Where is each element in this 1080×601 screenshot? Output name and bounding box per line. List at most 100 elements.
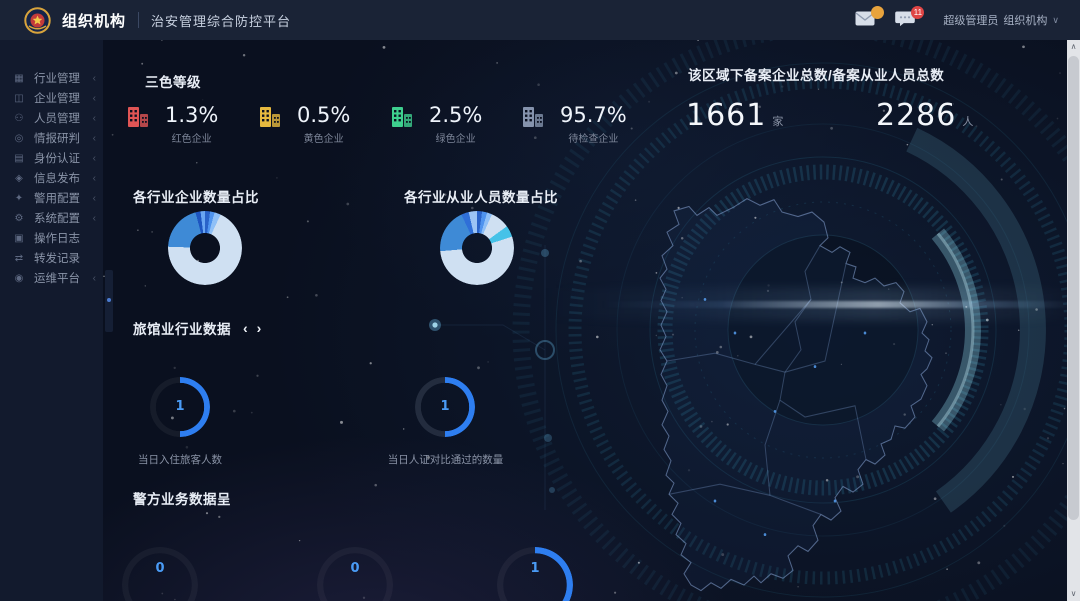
sidebar-item-label: 企业管理 (34, 93, 80, 105)
org-name: 组织机构 (62, 12, 127, 30)
sidebar-item-police-config[interactable]: ✦ 警用配置 ‹ (0, 188, 103, 208)
platform-title: 治安管理综合防控平台 (151, 13, 292, 29)
stat-label: 黄色企业 (303, 134, 344, 145)
section-title-hotel: 旅馆业行业数据 (133, 322, 231, 337)
gauge-value: 1 (175, 399, 185, 415)
chevron-down-icon: ∨ (1052, 14, 1059, 25)
lens-flare-line (600, 301, 1080, 308)
next-arrow-button[interactable]: › (256, 320, 262, 336)
sidebar-item-intel[interactable]: ◎ 情报研判 ‹ (0, 128, 103, 148)
donut-title-enterprises: 各行业企业数量占比 (133, 190, 259, 205)
building-icon (257, 106, 283, 145)
sidebar-item-label: 情报研判 (34, 133, 80, 145)
top-header: 组织机构 治安管理综合防控平台 11 超级管理员 组织机构 (0, 0, 1080, 40)
log-icon: ▣ (14, 232, 24, 244)
forward-icon: ⇄ (14, 252, 24, 264)
sidebar-item-label: 信息发布 (34, 173, 80, 185)
message-badge: 11 (911, 6, 925, 19)
chevron-icon: ‹ (92, 132, 96, 144)
stat-label: 红色企业 (171, 134, 212, 145)
sidebar-item-industry[interactable]: ▦ 行业管理 ‹ (0, 68, 103, 88)
section-title-police: 警方业务数据呈 (133, 492, 231, 507)
chevron-icon: ‹ (92, 192, 96, 204)
police-gauge-2: 0 (317, 547, 393, 601)
total-persons-value: 2286 (876, 98, 957, 133)
user-role: 超级管理员 (943, 15, 999, 27)
police-gauge-3: 1 (497, 547, 573, 601)
sidebar-item-op-log[interactable]: ▣ 操作日志 (0, 228, 103, 248)
sidebar-item-label: 人员管理 (34, 113, 80, 125)
gear-icon: ⚙ (14, 212, 24, 224)
sidebar-item-forward-record[interactable]: ⇄ 转发记录 (0, 248, 103, 268)
chevron-icon: ‹ (92, 112, 96, 124)
stat-label: 待检查企业 (568, 134, 619, 145)
sidebar-item-ops-platform[interactable]: ◉ 运维平台 ‹ (0, 268, 103, 288)
stat-value: 95.7% (560, 103, 627, 127)
donut-chart-employees (440, 211, 514, 285)
user-menu[interactable]: 超级管理员 组织机构 ∨ (943, 12, 1064, 28)
stat-green-enterprise: 2.5% 绿色企业 (389, 103, 482, 145)
message-icon[interactable]: 11 (895, 6, 925, 29)
building-icon (389, 106, 415, 145)
section-title-tricolor: 三色等级 (145, 75, 201, 90)
police-badge-logo (24, 6, 51, 34)
prev-arrow-button[interactable]: ‹ (243, 320, 248, 336)
stat-value: 2.5% (429, 103, 483, 127)
chevron-icon: ‹ (92, 172, 96, 184)
stat-pending-inspection: 95.7% 待检查企业 (520, 103, 627, 145)
building-icon (125, 106, 151, 145)
sidebar-item-label: 系统配置 (34, 213, 80, 225)
publish-icon: ◈ (15, 172, 23, 184)
stat-label: 绿色企业 (435, 134, 476, 145)
chevron-icon: ‹ (92, 212, 96, 224)
sidebar-item-label: 身份认证 (34, 153, 80, 165)
gauge-value: 1 (530, 561, 540, 576)
chevron-icon: ‹ (92, 72, 96, 84)
police-gauge-1: 0 (122, 547, 198, 601)
identity-icon: ▤ (14, 152, 24, 164)
scroll-up-arrow-icon[interactable]: ∧ (1070, 42, 1077, 51)
mail-icon[interactable] (855, 6, 885, 29)
stat-value: 1.3% (165, 103, 219, 127)
sidebar-item-publish[interactable]: ◈ 信息发布 ‹ (0, 168, 103, 188)
enterprise-icon: ◫ (14, 92, 24, 104)
header-divider (138, 12, 140, 28)
stat-red-enterprise: 1.3% 红色企业 (125, 103, 218, 145)
hotel-section-header: 旅馆业行业数据 ‹ › (133, 318, 261, 338)
sidebar-collapse-handle[interactable] (105, 270, 113, 332)
radar-map-decoration (103, 40, 1067, 601)
circuit-nodes (429, 249, 555, 493)
police-config-icon: ✦ (14, 192, 24, 204)
total-persons: 2286 人 (876, 98, 973, 133)
stat-value: 0.5% (297, 103, 351, 127)
chevron-icon: ‹ (92, 152, 96, 164)
donut-title-employees: 各行业从业人员数量占比 (404, 190, 558, 205)
total-companies: 1661 家 (686, 98, 783, 133)
total-companies-value: 1661 (686, 98, 767, 133)
intel-icon: ◎ (14, 132, 24, 144)
ops-icon: ◉ (14, 272, 24, 284)
sidebar-item-label: 警用配置 (34, 193, 80, 205)
sidebar-item-identity[interactable]: ▤ 身份认证 ‹ (0, 148, 103, 168)
user-org: 组织机构 (1003, 15, 1048, 27)
sidebar-item-label: 操作日志 (34, 233, 80, 245)
sidebar-item-label: 运维平台 (34, 273, 80, 285)
vertical-scrollbar[interactable]: ∧ ∨ (1067, 40, 1080, 601)
scroll-down-arrow-icon[interactable]: ∨ (1070, 589, 1077, 598)
sidebar-item-label: 行业管理 (34, 73, 80, 85)
district-map (659, 197, 933, 592)
scrollbar-thumb[interactable] (1068, 56, 1079, 520)
industry-icon: ▦ (14, 72, 24, 84)
sidebar-item-personnel[interactable]: ⚇ 人员管理 ‹ (0, 108, 103, 128)
sidebar-item-label: 转发记录 (34, 253, 80, 265)
gauge-value: 0 (350, 561, 360, 576)
stat-yellow-enterprise: 0.5% 黄色企业 (257, 103, 350, 145)
mail-badge (871, 6, 885, 19)
sidebar-item-enterprise[interactable]: ◫ 企业管理 ‹ (0, 88, 103, 108)
gauge-value: 0 (155, 561, 165, 576)
gauge-checkin-guests: 1 (150, 377, 210, 437)
sidebar-item-system-config[interactable]: ⚙ 系统配置 ‹ (0, 208, 103, 228)
gauge-label-id-verify: 当日人证对比通过的数量 (387, 454, 504, 466)
building-icon (520, 106, 546, 145)
